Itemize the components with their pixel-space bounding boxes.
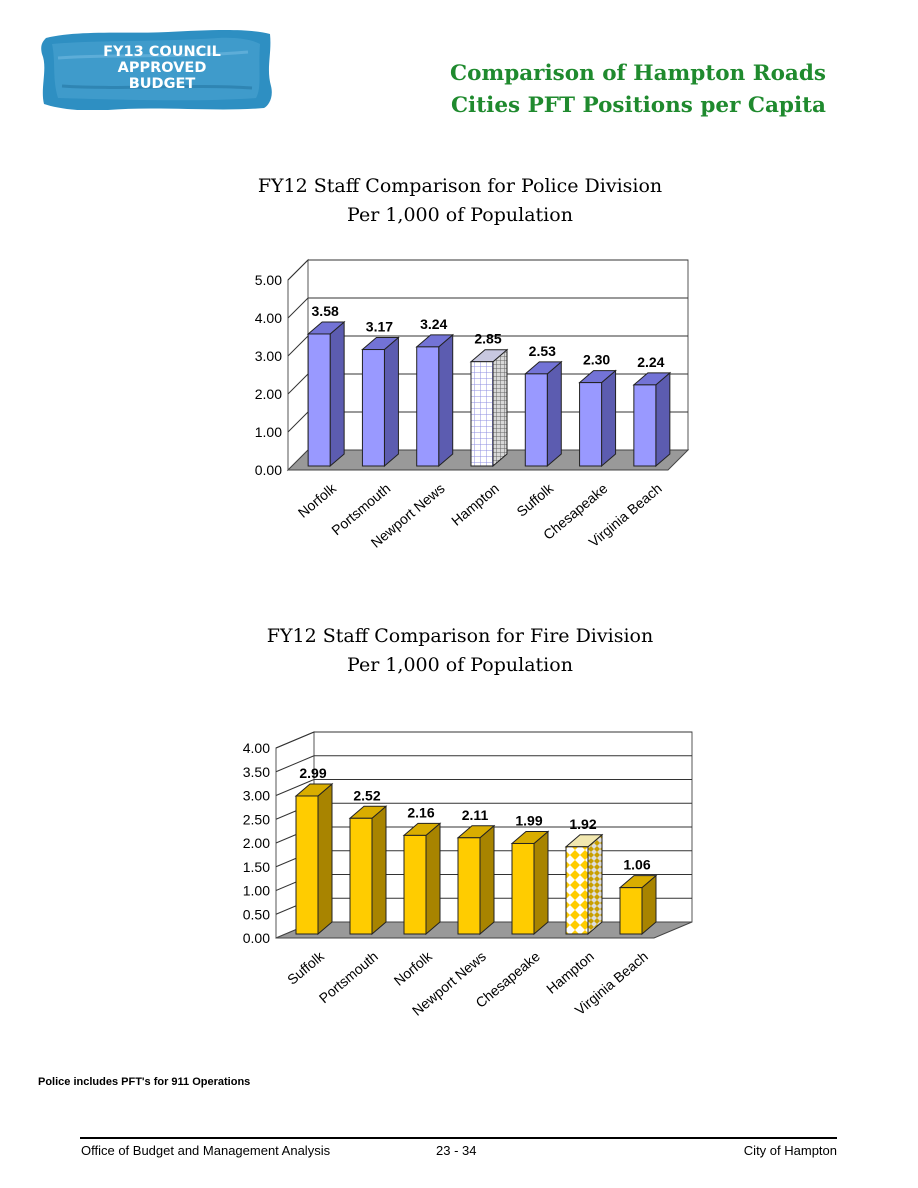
fire-y-tick-label: 4.00 [243, 740, 270, 756]
badge-line-2: APPROVED [117, 60, 207, 76]
police-bar-virginia-beach [633, 384, 657, 467]
footer-department: Office of Budget and Management Analysis [81, 1143, 331, 1158]
badge-line-1: FY13 COUNCIL [103, 44, 221, 60]
police-x-tick-label: Suffolk [513, 479, 557, 519]
police-bar-side-chesapeake [601, 369, 617, 468]
police-data-label: 3.17 [366, 319, 393, 335]
fire-data-label: 1.06 [623, 857, 650, 873]
police-gridline-side [287, 297, 309, 319]
fire-bar-chart: 0.00 0.50 1.00 1.50 2.00 2.50 3.00 3.50 4.00 2.99… [243, 731, 693, 1019]
fire-data-label: 2.99 [299, 765, 326, 781]
police-bar-suffolk [524, 373, 548, 467]
fire-y-tick-label: 1.50 [243, 859, 270, 875]
police-data-label: 2.53 [529, 343, 556, 359]
fire-data-label: 1.99 [515, 812, 542, 828]
police-bar-chesapeake [579, 382, 603, 467]
fire-chart-title-line-1: FY12 Staff Comparison for Fire Division [266, 625, 654, 647]
police-x-tick-label: Norfolk [295, 479, 340, 520]
fire-bar-side-norfolk [425, 822, 441, 936]
fire-y-tick-label: 3.50 [243, 764, 270, 780]
fire-data-label: 2.16 [407, 804, 434, 820]
badge-text: FY13 COUNCIL APPROVED BUDGET [82, 44, 242, 92]
fire-bar-side-suffolk [317, 782, 333, 936]
police-bar-side-suffolk [546, 360, 562, 468]
budget-badge: FY13 COUNCIL APPROVED BUDGET [38, 28, 274, 110]
police-bar-side-hampton [492, 348, 508, 468]
police-x-tick-label: Hampton [448, 480, 502, 529]
police-bar-side-portsmouth [383, 336, 399, 468]
page-title: Comparison of Hampton Roads Cities PFT P… [450, 58, 826, 122]
police-bar-newport-news [416, 346, 440, 467]
police-gridline-side [287, 373, 309, 395]
police-gridline-side [287, 335, 309, 357]
police-data-label: 3.24 [420, 316, 447, 332]
fire-x-tick-label: Norfolk [391, 947, 436, 988]
police-data-label: 3.58 [312, 303, 339, 319]
fire-gridline-side [275, 755, 315, 773]
fire-bar-side-hampton [587, 833, 603, 936]
police-y-tick-label: 1.00 [255, 424, 282, 440]
footnote: Police includes PFT's for 911 Operations [38, 1076, 251, 1088]
fire-y-tick-label: 0.00 [243, 930, 270, 946]
fire-bar-portsmouth [349, 817, 373, 935]
fire-bar-suffolk [295, 795, 319, 935]
fire-y-tick-label: 2.00 [243, 835, 270, 851]
police-bar-norfolk [307, 333, 331, 467]
police-bar-hampton [470, 361, 494, 467]
police-gridline-side [287, 411, 309, 433]
police-y-tick-label: 2.00 [255, 386, 282, 402]
fire-y-tick-label: 0.50 [243, 906, 270, 922]
fire-y-tick-label: 2.50 [243, 811, 270, 827]
fire-x-tick-label: Portsmouth [316, 948, 381, 1006]
footer-city: City of Hampton [743, 1143, 837, 1158]
fire-gridline-side [275, 731, 315, 749]
police-bar-side-norfolk [329, 320, 345, 468]
fire-y-tick-label: 3.00 [243, 788, 270, 804]
fire-bar-newport-news [457, 837, 481, 935]
fire-bar-norfolk [403, 834, 427, 935]
police-bar-side-newport-news [438, 333, 454, 468]
fire-bar-chesapeake [511, 842, 535, 935]
police-bar-chart: 0.001.002.003.004.005.003.58Norfolk3.17P… [255, 258, 690, 551]
fire-x-tick-label: Suffolk [284, 947, 328, 987]
footer-rule [80, 1137, 837, 1139]
police-chart-title-line-1: FY12 Staff Comparison for Police Divisio… [257, 175, 663, 197]
fire-bar-side-portsmouth [371, 805, 387, 936]
police-side-wall [287, 258, 309, 472]
watercolor-badge-background [41, 30, 272, 110]
fire-x-tick-label: Hampton [543, 948, 597, 997]
fire-bar-side-chesapeake [533, 830, 549, 936]
police-bar-portsmouth [361, 349, 385, 467]
police-y-tick-label: 4.00 [255, 310, 282, 326]
police-y-tick-label: 0.00 [255, 462, 282, 478]
page-title-line-1: Comparison of Hampton Roads [450, 61, 826, 86]
police-chart-title-line-2: Per 1,000 of Population [347, 204, 573, 226]
police-y-tick-label: 5.00 [255, 272, 282, 288]
police-data-label: 2.85 [474, 331, 501, 347]
fire-data-label: 2.11 [462, 807, 489, 823]
police-bar-side-virginia-beach [655, 371, 671, 468]
footer-page-number: 23 - 34 [436, 1143, 477, 1158]
fire-chart-title-line-2: Per 1,000 of Population [347, 654, 573, 676]
fire-data-label: 1.92 [569, 816, 596, 832]
fire-data-label: 2.52 [353, 787, 380, 803]
police-gridline-side [287, 259, 309, 281]
police-y-tick-label: 3.00 [255, 348, 282, 364]
police-data-label: 2.24 [637, 354, 664, 370]
fire-y-tick-label: 1.00 [243, 883, 270, 899]
fire-bar-side-newport-news [479, 824, 495, 936]
police-data-label: 2.30 [583, 352, 610, 368]
fire-bar-virginia-beach [619, 887, 643, 935]
police-chart-title: FY12 Staff Comparison for Police Divisio… [130, 172, 790, 230]
fire-bar-hampton [565, 846, 589, 935]
badge-line-3: BUDGET [128, 76, 196, 92]
page-title-line-2: Cities PFT Positions per Capita [450, 93, 826, 118]
fire-chart-title: FY12 Staff Comparison for Fire Division … [130, 622, 790, 680]
fire-gridline-side [275, 779, 315, 796]
